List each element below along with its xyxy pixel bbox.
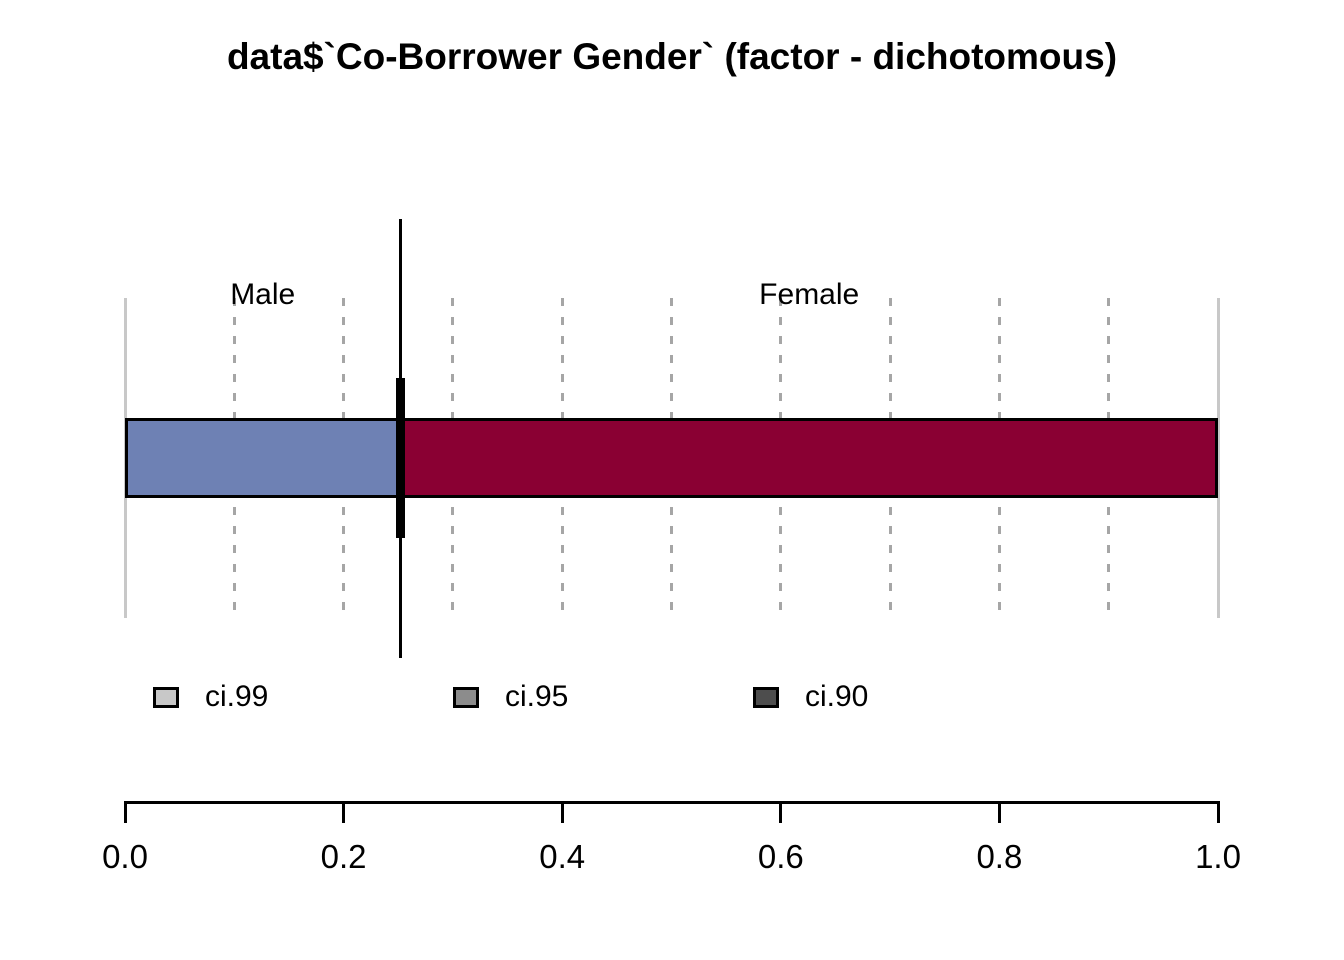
gridline [1216, 298, 1220, 618]
ci99-swatch [153, 686, 179, 708]
ci95-label: ci.95 [505, 680, 569, 713]
x-axis-tick-label: 0.8 [976, 838, 1023, 875]
x-axis-tick [1216, 801, 1220, 823]
ci-interval-marker [395, 378, 405, 538]
chart-title: data$`Co-Borrower Gender` (factor - dich… [226, 36, 1118, 77]
category-label-female: Female [759, 278, 860, 311]
legend-item-ci90: ci.90 [753, 677, 868, 717]
bar-segment-male [125, 418, 401, 498]
bar-segment-female [400, 418, 1218, 498]
x-axis-tick [123, 801, 127, 823]
legend-item-ci95: ci.95 [453, 677, 568, 717]
x-axis-tick [997, 801, 1001, 823]
x-axis-line [123, 801, 1220, 804]
x-axis-tick-label: 0.0 [102, 838, 148, 875]
category-label-male: Male [230, 278, 296, 311]
ci90-label: ci.90 [805, 680, 869, 713]
x-axis-tick-label: 0.2 [320, 838, 367, 875]
ci99-label: ci.99 [205, 680, 269, 713]
x-axis-tick [342, 801, 346, 823]
x-axis-tick-label: 0.4 [539, 838, 586, 875]
x-axis-tick [779, 801, 783, 823]
legend-item-ci99: ci.99 [153, 677, 268, 717]
ci95-swatch [453, 686, 479, 708]
x-axis-tick-label: 0.6 [757, 838, 804, 875]
x-axis-tick-label: 1.0 [1195, 838, 1241, 875]
x-axis-tick [560, 801, 564, 823]
ci90-swatch [753, 686, 779, 708]
